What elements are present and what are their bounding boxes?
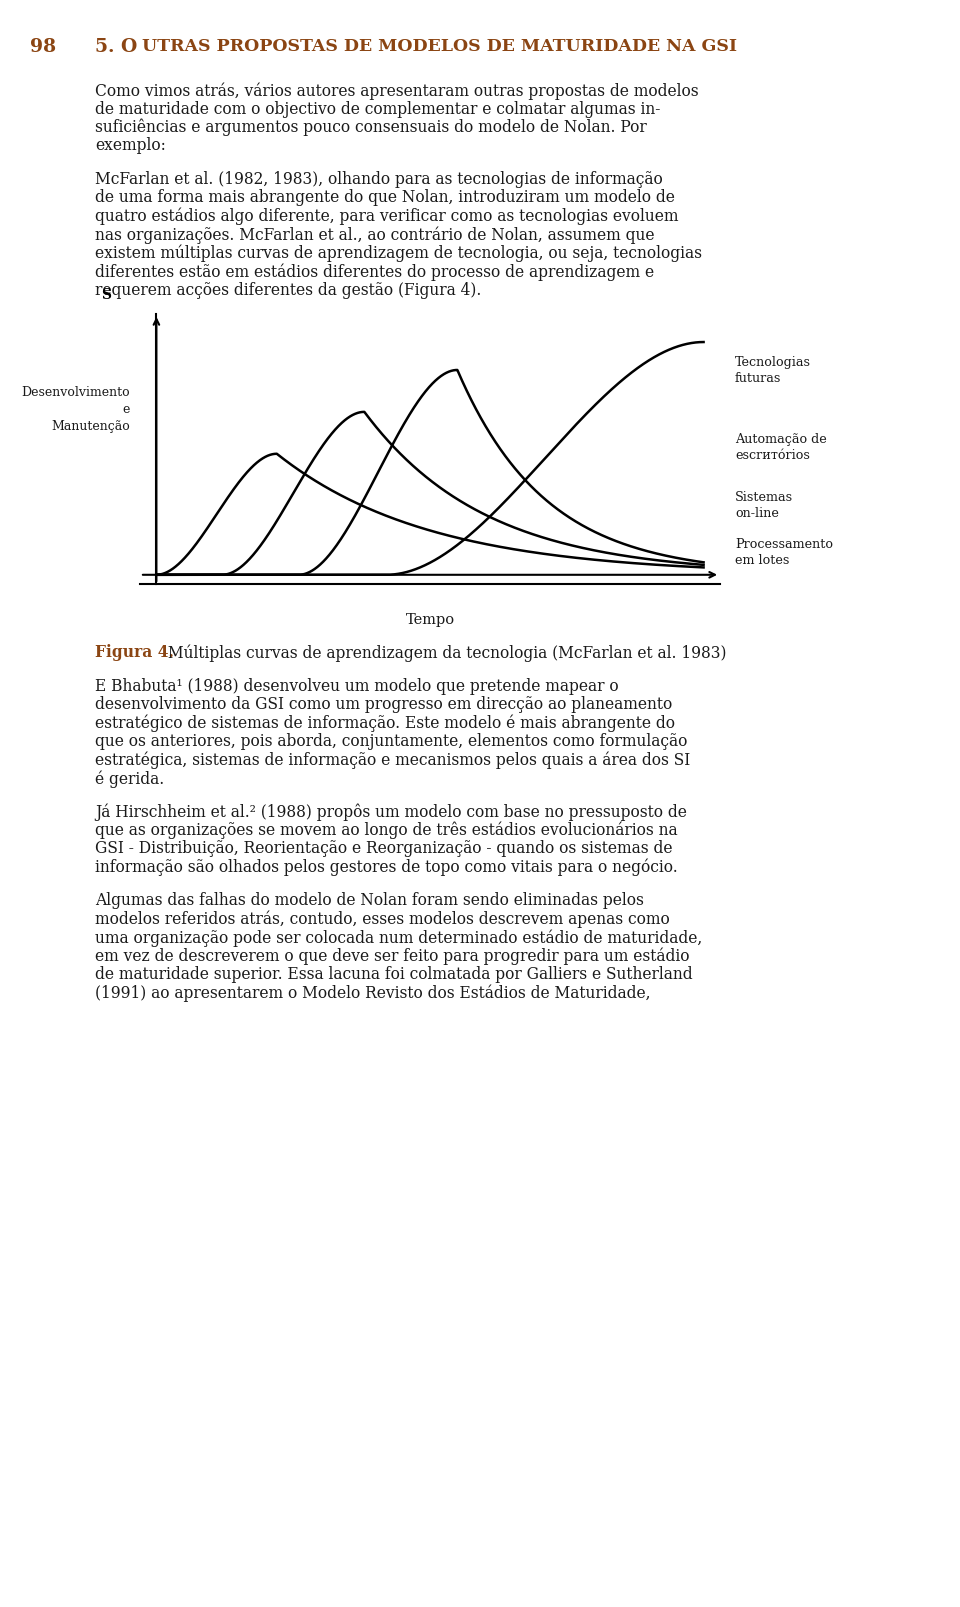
Text: 98: 98 (30, 39, 56, 56)
Text: estratégica, sistemas de informação e mecanismos pelos quais a área dos SI: estratégica, sistemas de informação e me… (95, 750, 690, 768)
Text: Tempo: Tempo (405, 612, 455, 627)
Text: Já Hirschheim et al.² (1988) propôs um modelo com base no pressuposto de: Já Hirschheim et al.² (1988) propôs um m… (95, 804, 686, 821)
Text: é gerida.: é gerida. (95, 770, 164, 787)
Text: que as organizações se movem ao longo de três estádios evolucionários na: que as organizações se movem ao longo de… (95, 821, 678, 839)
Text: UTRAS PROPOSTAS DE MODELOS DE MATURIDADE NA GSI: UTRAS PROPOSTAS DE MODELOS DE MATURIDADE… (142, 39, 737, 55)
Text: estratégico de sistemas de informação. Este modelo é mais abrangente do: estratégico de sistemas de informação. E… (95, 714, 675, 731)
Text: diferentes estão em estádios diferentes do processo de aprendizagem e: diferentes estão em estádios diferentes … (95, 264, 654, 281)
Text: McFarlan et al. (1982, 1983), olhando para as tecnologias de informação: McFarlan et al. (1982, 1983), olhando pa… (95, 170, 662, 188)
Text: exemplo:: exemplo: (95, 138, 166, 154)
Text: Algumas das falhas do modelo de Nolan foram sendo eliminadas pelos: Algumas das falhas do modelo de Nolan fo… (95, 892, 644, 908)
Text: requerem acções diferentes da gestão (Figura 4).: requerem acções diferentes da gestão (Fi… (95, 281, 481, 299)
Text: de maturidade superior. Essa lacuna foi colmatada por Galliers e Sutherland: de maturidade superior. Essa lacuna foi … (95, 966, 692, 982)
Text: nas organizações. McFarlan et al., ao contrário de Nolan, assumem que: nas organizações. McFarlan et al., ao co… (95, 227, 655, 244)
Text: modelos referidos atrás, contudo, esses modelos descrevem apenas como: modelos referidos atrás, contudo, esses … (95, 910, 670, 927)
Text: Tecnologias
futuras: Tecnologias futuras (735, 357, 811, 386)
Text: informação são olhados pelos gestores de topo como vitais para o negócio.: informação são olhados pelos gestores de… (95, 858, 678, 876)
Text: de maturidade com o objectivo de complementar e colmatar algumas in-: de maturidade com o objectivo de complem… (95, 100, 660, 117)
Text: Figura 4.: Figura 4. (95, 644, 174, 660)
Text: suficiências e argumentos pouco consensuais do modelo de Nolan. Por: suficiências e argumentos pouco consensu… (95, 119, 647, 137)
Text: desenvolvimento da GSI como um progresso em direcção ao planeamento: desenvolvimento da GSI como um progresso… (95, 696, 672, 714)
Text: Automação de
escrитórios: Automação de escrитórios (735, 432, 827, 461)
Text: Como vimos atrás, vários autores apresentaram outras propostas de modelos: Como vimos atrás, vários autores apresen… (95, 82, 699, 100)
Text: Sistemas
on-line: Sistemas on-line (735, 492, 793, 521)
Text: existem múltiplas curvas de aprendizagem de tecnologia, ou seja, tecnologias: existem múltiplas curvas de aprendizagem… (95, 244, 702, 262)
Text: S: S (101, 288, 111, 302)
Text: em vez de descreverem o que deve ser feito para progredir para um estádio: em vez de descreverem o que deve ser fei… (95, 947, 689, 964)
Text: (1991) ao apresentarem o Modelo Revisto dos Estádios de Maturidade,: (1991) ao apresentarem o Modelo Revisto … (95, 983, 651, 1001)
Text: Múltiplas curvas de aprendizagem da tecnologia (McFarlan et al. 1983): Múltiplas curvas de aprendizagem da tecn… (163, 644, 727, 662)
Text: de uma forma mais abrangente do que Nolan, introduziram um modelo de: de uma forma mais abrangente do que Nola… (95, 190, 675, 206)
Text: que os anteriores, pois aborda, conjuntamente, elementos como formulação: que os anteriores, pois aborda, conjunta… (95, 733, 687, 750)
Text: Processamento
em lotes: Processamento em lotes (735, 538, 833, 567)
Text: GSI - Distribuição, Reorientação e Reorganização - quando os sistemas de: GSI - Distribuição, Reorientação e Reorg… (95, 840, 673, 857)
Text: 5. O: 5. O (95, 39, 137, 56)
Text: uma organização pode ser colocada num determinado estádio de maturidade,: uma organização pode ser colocada num de… (95, 929, 703, 947)
Text: E Bhabuta¹ (1988) desenvolveu um modelo que pretende mapear o: E Bhabuta¹ (1988) desenvolveu um modelo … (95, 677, 618, 694)
Text: quatro estádios algo diferente, para verificar como as tecnologias evoluem: quatro estádios algo diferente, para ver… (95, 207, 679, 225)
Text: Desenvolvimento
e
Manutenção: Desenvolvimento e Manutenção (21, 386, 130, 432)
